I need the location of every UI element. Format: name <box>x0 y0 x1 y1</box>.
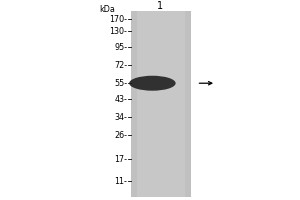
Text: kDa: kDa <box>100 5 116 14</box>
Bar <box>130 11 190 197</box>
Text: 170-: 170- <box>110 15 128 24</box>
Text: 43-: 43- <box>115 95 128 104</box>
Text: 26-: 26- <box>115 131 128 140</box>
Text: 130-: 130- <box>110 27 128 36</box>
Bar <box>136 11 184 197</box>
Text: 95-: 95- <box>114 43 128 52</box>
Text: 11-: 11- <box>115 177 128 186</box>
Text: 72-: 72- <box>114 61 128 70</box>
Text: 1: 1 <box>158 1 164 11</box>
Text: 34-: 34- <box>115 113 128 122</box>
Ellipse shape <box>129 76 176 91</box>
Text: 55-: 55- <box>114 79 128 88</box>
Text: 17-: 17- <box>115 155 128 164</box>
